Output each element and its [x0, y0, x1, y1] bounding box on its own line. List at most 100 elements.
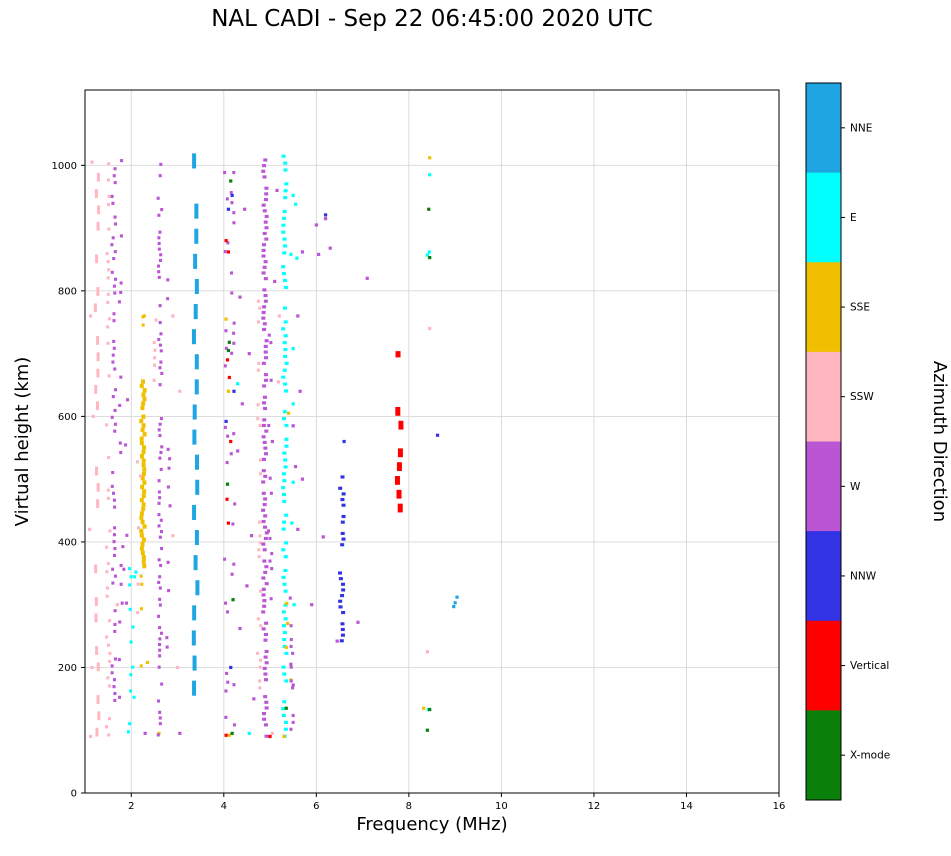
echo-mark	[159, 332, 163, 336]
echo-point	[171, 534, 175, 538]
echo-mark	[269, 378, 273, 382]
series-Vertical	[224, 239, 404, 739]
echo-point	[293, 202, 298, 206]
echo-mark	[263, 220, 268, 224]
echo-mark	[194, 379, 199, 395]
echo-mark	[281, 610, 286, 614]
echo-point	[243, 207, 247, 211]
echo-mark	[261, 610, 266, 614]
echo-mark	[283, 196, 288, 200]
echo-mark	[232, 211, 236, 215]
echo-point	[240, 402, 244, 406]
echo-mark	[283, 285, 288, 289]
echo-mark	[232, 321, 236, 325]
echo-mark	[152, 378, 156, 382]
echo-mark	[110, 270, 114, 274]
echo-mark	[142, 396, 147, 402]
echo-mark	[281, 707, 286, 711]
echo-mark	[140, 607, 144, 611]
echo-mark	[106, 260, 110, 264]
echo-mark	[264, 621, 269, 625]
echo-mark	[113, 505, 117, 509]
echo-point	[455, 595, 459, 599]
x-tick-label: 4	[221, 801, 227, 812]
x-tick-label: 16	[773, 801, 786, 812]
echo-mark	[95, 466, 99, 476]
echo-mark	[159, 349, 163, 353]
echo-mark	[264, 649, 269, 654]
echo-mark	[156, 699, 160, 703]
echo-point	[310, 603, 314, 607]
echo-point	[145, 660, 150, 665]
echo-mark	[94, 385, 98, 394]
echo-mark	[160, 546, 164, 551]
echo-mark	[288, 596, 292, 600]
echo-point	[88, 527, 92, 531]
echo-mark	[159, 360, 163, 364]
echo-mark	[264, 192, 269, 196]
echo-mark	[111, 491, 115, 495]
echo-mark	[192, 504, 197, 520]
echo-mark	[112, 685, 116, 689]
echo-mark	[282, 237, 287, 241]
echo-mark	[192, 404, 197, 420]
echo-mark	[141, 537, 146, 542]
echo-mark	[284, 361, 289, 365]
echo-mark	[256, 617, 260, 621]
echo-mark	[158, 230, 162, 234]
echo-mark	[258, 306, 262, 310]
echo-mark	[282, 451, 287, 455]
echo-point	[425, 253, 429, 257]
echo-mark	[262, 418, 267, 422]
echo-point	[225, 497, 229, 501]
echo-mark	[193, 304, 198, 320]
series-NNW	[224, 193, 440, 670]
echo-mark	[338, 599, 343, 603]
echo-mark	[153, 363, 157, 367]
echo-mark	[281, 624, 286, 628]
colorbar-label-NNE: NNE	[850, 122, 872, 134]
echo-mark	[159, 162, 163, 166]
echo-point	[226, 389, 231, 393]
echo-mark	[139, 664, 143, 668]
echo-mark	[132, 695, 136, 699]
echo-point	[227, 375, 231, 380]
echo-mark	[291, 651, 295, 655]
echo-mark	[140, 541, 145, 547]
echo-mark	[230, 201, 234, 205]
echo-mark	[114, 388, 118, 392]
echo-mark	[281, 230, 286, 234]
echo-mark	[105, 423, 109, 427]
echo-point	[225, 358, 230, 362]
echo-mark	[157, 275, 161, 279]
echo-mark	[112, 346, 116, 350]
echo-mark	[263, 158, 268, 162]
echo-mark	[262, 717, 267, 721]
echo-mark	[263, 474, 268, 478]
echo-mark	[261, 435, 266, 439]
echo-mark	[168, 504, 172, 508]
echo-mark	[232, 341, 236, 345]
echo-point	[171, 314, 175, 318]
x-tick-label: 14	[680, 801, 693, 812]
echo-mark	[282, 672, 287, 676]
colorbar-segment-NNE	[806, 83, 841, 174]
echo-mark	[229, 191, 233, 195]
echo-mark	[124, 601, 128, 605]
echo-mark	[113, 553, 117, 557]
echo-mark	[108, 659, 112, 664]
echo-mark	[263, 638, 268, 642]
echo-point	[231, 598, 235, 602]
echo-mark	[167, 466, 171, 470]
echo-mark	[262, 288, 267, 292]
echo-mark	[110, 415, 114, 419]
echo-mark	[112, 284, 116, 288]
echo-mark	[264, 661, 269, 665]
echo-mark	[338, 571, 343, 575]
echo-point	[422, 706, 426, 710]
y-tick-label: 400	[58, 537, 77, 548]
echo-mark	[257, 548, 261, 552]
echo-mark	[156, 733, 160, 737]
echo-mark	[232, 723, 236, 727]
